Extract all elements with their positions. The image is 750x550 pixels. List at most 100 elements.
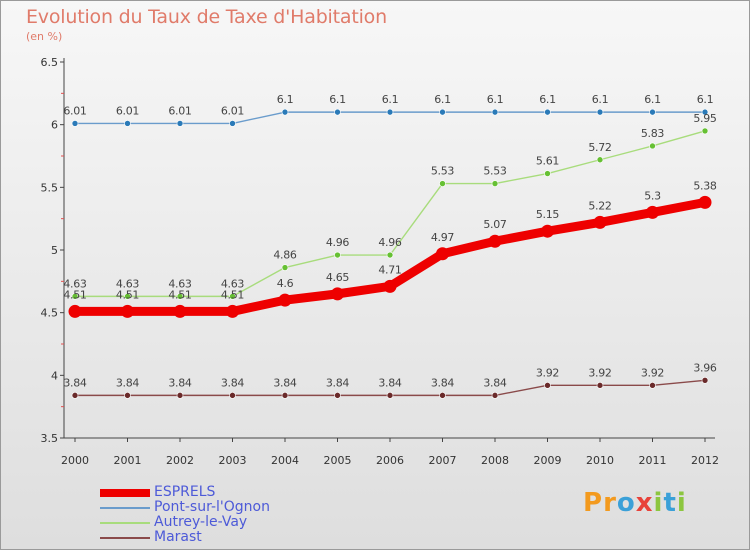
point-autrey-le-vay — [649, 142, 656, 150]
logo-letter: i — [676, 488, 687, 518]
point-autrey-le-vay — [176, 293, 184, 300]
logo-letter: x — [635, 488, 654, 518]
point-marast — [281, 392, 289, 399]
point-esprels — [646, 205, 659, 219]
data-label-pont-sur-l-ognon: 6.1 — [539, 93, 556, 106]
point-marast — [439, 392, 446, 399]
point-esprels — [593, 215, 607, 229]
point-marast — [491, 392, 499, 399]
unit-label: (en %) — [26, 30, 63, 43]
data-label-esprels: 4.51 — [116, 288, 139, 301]
x-tick-label: 2001 — [114, 454, 142, 467]
point-pont-sur-l-ognon — [124, 120, 131, 127]
x-tick-label: 2002 — [166, 454, 194, 467]
point-esprels — [68, 304, 82, 318]
data-label-autrey-le-vay: 4.86 — [273, 249, 297, 262]
point-marast — [176, 392, 184, 399]
data-label-marast: 3.84 — [168, 376, 192, 389]
logo-letter: i — [653, 488, 664, 518]
point-esprels — [173, 304, 187, 318]
data-label-esprels: 5.38 — [693, 179, 717, 192]
data-label-marast: 3.84 — [273, 376, 297, 389]
point-autrey-le-vay — [281, 264, 289, 271]
x-tick-label: 2012 — [691, 454, 719, 467]
y-tick-label: 6.5 — [41, 56, 59, 69]
data-label-esprels: 4.51 — [63, 288, 86, 301]
point-marast — [124, 392, 131, 399]
x-tick-label: 2004 — [271, 454, 299, 467]
point-esprels — [331, 287, 344, 301]
data-label-esprels: 4.51 — [168, 288, 191, 301]
point-pont-sur-l-ognon — [71, 120, 79, 127]
point-pont-sur-l-ognon — [439, 108, 446, 116]
point-pont-sur-l-ognon — [386, 108, 394, 116]
point-autrey-le-vay — [334, 251, 341, 259]
data-label-autrey-le-vay: 4.96 — [326, 236, 350, 249]
y-tick-label: 4 — [51, 369, 58, 382]
data-label-pont-sur-l-ognon: 6.01 — [168, 104, 191, 117]
data-label-marast: 3.84 — [63, 376, 87, 389]
point-autrey-le-vay — [701, 127, 709, 135]
data-label-marast: 3.84 — [221, 376, 245, 389]
point-pont-sur-l-ognon — [544, 108, 551, 116]
x-tick-label: 2003 — [219, 454, 247, 467]
data-label-esprels: 4.97 — [431, 231, 455, 244]
point-marast — [386, 392, 394, 399]
data-label-marast: 3.92 — [536, 366, 559, 379]
legend-swatch-marast — [100, 537, 150, 539]
y-tick-label: 4.5 — [41, 307, 59, 320]
x-tick-label: 2000 — [61, 454, 89, 467]
point-autrey-le-vay — [229, 293, 236, 300]
data-label-marast: 3.92 — [588, 366, 611, 379]
data-label-autrey-le-vay: 4.63 — [63, 277, 87, 290]
data-label-autrey-le-vay: 4.63 — [168, 277, 192, 290]
point-marast — [544, 382, 551, 389]
x-tick-label: 2010 — [586, 454, 614, 467]
point-autrey-le-vay — [544, 170, 551, 177]
legend-label-pont-sur-l-ognon: Pont-sur-l'Ognon — [154, 499, 270, 515]
x-tick-label: 2008 — [481, 454, 509, 467]
point-esprels — [541, 224, 554, 238]
data-label-autrey-le-vay: 4.63 — [221, 277, 245, 290]
legend-label-esprels: ESPRELS — [154, 484, 216, 500]
point-pont-sur-l-ognon — [176, 120, 184, 127]
data-label-marast: 3.84 — [116, 376, 140, 389]
y-tick-label: 6 — [51, 119, 58, 132]
data-label-esprels: 4.65 — [326, 271, 350, 284]
point-pont-sur-l-ognon — [229, 120, 236, 127]
point-esprels — [436, 247, 449, 261]
chart-title: Evolution du Taux de Taxe d'Habitation — [26, 6, 387, 28]
point-pont-sur-l-ognon — [281, 108, 289, 116]
data-label-marast: 3.96 — [693, 361, 717, 374]
point-esprels — [488, 234, 502, 248]
data-label-pont-sur-l-ognon: 6.1 — [329, 93, 346, 106]
x-tick-label: 2005 — [324, 454, 352, 467]
legend-swatch-esprels — [100, 489, 150, 497]
point-esprels — [226, 304, 239, 318]
data-label-esprels: 4.51 — [221, 288, 244, 301]
point-autrey-le-vay — [124, 293, 131, 300]
data-label-autrey-le-vay: 5.83 — [641, 127, 665, 140]
data-label-esprels: 4.71 — [378, 263, 401, 276]
x-tick-label: 2006 — [376, 454, 404, 467]
data-labels: 4.51 4.51 4.51 4.51 4.6 4.65 4.71 4.97 5.07 5.15 5… — [63, 93, 717, 389]
legend-swatch-pont-sur-l-ognon — [100, 507, 150, 509]
point-marast — [649, 382, 656, 389]
data-label-esprels: 5.15 — [536, 208, 560, 221]
data-label-esprels: 5.07 — [483, 218, 507, 231]
data-label-autrey-le-vay: 5.72 — [588, 141, 611, 154]
legend-swatch-autrey-le-vay — [100, 522, 150, 524]
point-pont-sur-l-ognon — [334, 108, 341, 116]
data-label-autrey-le-vay: 5.53 — [431, 165, 455, 178]
data-label-marast: 3.92 — [641, 366, 664, 379]
point-esprels — [698, 195, 712, 209]
data-label-autrey-le-vay: 5.95 — [693, 112, 717, 125]
data-label-pont-sur-l-ognon: 6.01 — [116, 104, 139, 117]
data-label-marast: 3.84 — [378, 376, 402, 389]
y-tick-label: 3.5 — [41, 432, 59, 445]
data-label-pont-sur-l-ognon: 6.1 — [592, 93, 609, 106]
data-label-pont-sur-l-ognon: 6.01 — [63, 104, 86, 117]
data-label-marast: 3.84 — [483, 376, 507, 389]
data-label-marast: 3.84 — [431, 376, 455, 389]
